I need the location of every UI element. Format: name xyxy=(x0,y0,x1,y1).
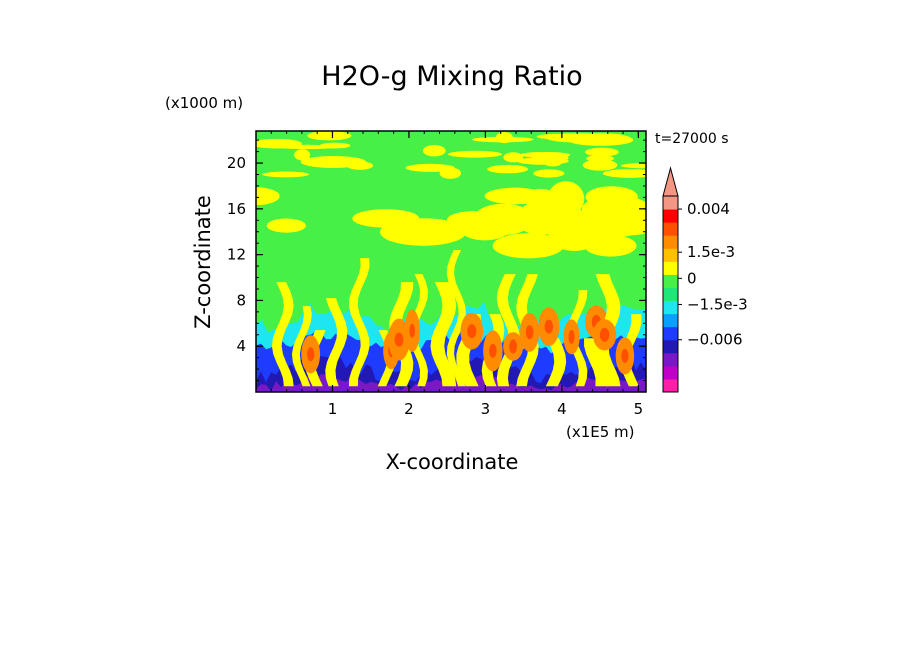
colorbar-swatch xyxy=(663,378,678,393)
moist-patch xyxy=(352,209,420,228)
colorbar-swatch xyxy=(663,196,678,210)
plume-stem xyxy=(325,298,348,387)
upper-stripe xyxy=(294,149,311,161)
upper-stripe xyxy=(582,159,618,171)
plume-stem xyxy=(271,282,294,387)
upper-stripe xyxy=(262,171,310,178)
plume-core-inner xyxy=(509,339,518,354)
colorbar-swatch xyxy=(663,209,678,223)
upper-stripe xyxy=(487,164,529,174)
upper-stripe xyxy=(586,154,614,163)
y-tick-label: 4 xyxy=(236,337,246,355)
colorbar-frame xyxy=(662,195,679,393)
y-axis-label: Z-coordinate xyxy=(191,195,215,329)
plume-stem xyxy=(567,290,588,387)
plume-core-inner xyxy=(394,332,404,347)
x-tick-label: 2 xyxy=(404,400,414,418)
x-tick-label: 4 xyxy=(557,400,567,418)
plume-core-inner xyxy=(489,343,497,358)
colorbar-swatch xyxy=(663,339,678,354)
upper-stripe xyxy=(620,163,646,169)
upper-stripe xyxy=(319,142,351,149)
chart-title: H2O-g Mixing Ratio xyxy=(321,61,582,92)
colorbar-label: 0 xyxy=(687,269,697,287)
colorbar-swatch xyxy=(663,352,678,367)
colorbar-swatch xyxy=(663,235,678,249)
colorbar-label: 0.004 xyxy=(687,200,730,218)
upper-stripe xyxy=(471,136,534,143)
plume-stem xyxy=(446,250,466,387)
moist-patch xyxy=(388,220,441,245)
upper-stripe xyxy=(602,169,646,178)
colorbar-swatch xyxy=(663,222,678,236)
plume-core-inner xyxy=(525,325,534,340)
plume-core-inner xyxy=(467,324,477,339)
moist-patch xyxy=(547,181,585,217)
plume-stem xyxy=(495,274,520,387)
colorbar: 0.004 1.5e-3 0 −1.5e-3 −0.006 xyxy=(662,166,748,393)
upper-stripe xyxy=(585,147,619,157)
y-tick-label: 12 xyxy=(227,246,246,264)
upper-stripe xyxy=(405,163,455,172)
upper-stripe xyxy=(533,169,565,178)
heatmap-field xyxy=(256,131,646,392)
moist-patch xyxy=(585,186,638,208)
plume-core-inner xyxy=(409,323,416,338)
colorbar-swatch xyxy=(663,365,678,380)
moist-patch xyxy=(586,216,646,236)
x-axis-unit: (x1E5 m) xyxy=(566,423,635,441)
colorbar-swatch xyxy=(663,300,678,315)
x-tick-label: 3 xyxy=(481,400,491,418)
y-axis-unit: (x1000 m) xyxy=(165,94,243,112)
colorbar-swatch xyxy=(663,274,678,288)
x-tick-label: 5 xyxy=(634,400,644,418)
plume-stem xyxy=(430,282,457,387)
x-tick-label: 1 xyxy=(328,400,338,418)
y-tick-label: 8 xyxy=(236,291,246,309)
plot-frame xyxy=(255,130,647,393)
moist-patch xyxy=(492,233,564,259)
plume-core-inner xyxy=(599,327,610,342)
plume-stem xyxy=(408,274,428,387)
colorbar-swatch xyxy=(663,261,678,275)
moist-patch xyxy=(266,218,306,233)
moist-patch xyxy=(584,234,637,257)
plume-core-inner xyxy=(568,329,575,344)
colorbar-swatch xyxy=(663,326,678,341)
colorbar-swatch xyxy=(663,287,678,302)
upper-stripe xyxy=(546,133,608,143)
moist-patch xyxy=(459,217,510,241)
colorbar-label: −1.5e-3 xyxy=(687,295,748,313)
plume-stem xyxy=(291,306,312,387)
upper-stripe xyxy=(300,156,367,168)
upper-stripe xyxy=(516,157,569,165)
plume-stem xyxy=(584,338,609,387)
colorbar-swatch xyxy=(663,313,678,328)
colorbar-extend-max xyxy=(662,166,679,197)
moist-patch xyxy=(484,187,546,205)
upper-stripe xyxy=(422,145,446,157)
moist-patch xyxy=(256,187,280,206)
y-tick-label: 16 xyxy=(227,200,246,218)
upper-stripe xyxy=(503,152,524,163)
plume-stem xyxy=(543,338,567,387)
upper-stripe xyxy=(448,150,502,158)
x-axis-label: X-coordinate xyxy=(386,450,519,474)
plume-stem xyxy=(346,258,370,387)
plume-core-inner xyxy=(306,347,315,362)
colorbar-swatch xyxy=(663,248,678,262)
time-label: t=27000 s xyxy=(655,131,729,147)
plume-core-inner xyxy=(544,319,554,334)
colorbar-label: 1.5e-3 xyxy=(687,243,735,261)
y-tick-label: 20 xyxy=(227,154,246,172)
plume-core-inner xyxy=(621,348,629,363)
colorbar-label: −0.006 xyxy=(687,331,743,349)
upper-stripe xyxy=(307,131,352,141)
